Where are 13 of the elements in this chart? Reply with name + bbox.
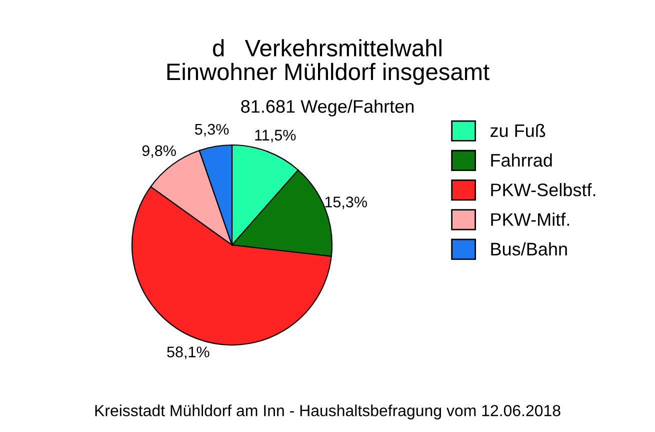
chart-subtitle: 81.681 Wege/Fahrten <box>241 100 414 116</box>
data-label: 9,8% <box>142 145 176 158</box>
data-label: 11,5% <box>255 130 296 142</box>
legend-label: Bus/Bahn <box>491 242 567 256</box>
text: Kreisstadt Mühldorf am Inn - Haushaltsbefragung vom 12.06.2018 <box>95 404 560 420</box>
data-label: 5,3% <box>194 124 229 137</box>
legend-label: zu Fuß <box>490 124 546 138</box>
legend-label: PKW-Selbstf. <box>491 183 596 196</box>
legend-label: PKW-Mitf. <box>491 212 570 226</box>
data-label: 15,3% <box>325 196 367 210</box>
chart-title: d Verkehrsmittelwahl Einwohner Mühldorf insgesamt <box>167 39 490 85</box>
legend-label: Fahrrad <box>491 153 552 167</box>
data-label: 58,1% <box>167 346 210 360</box>
